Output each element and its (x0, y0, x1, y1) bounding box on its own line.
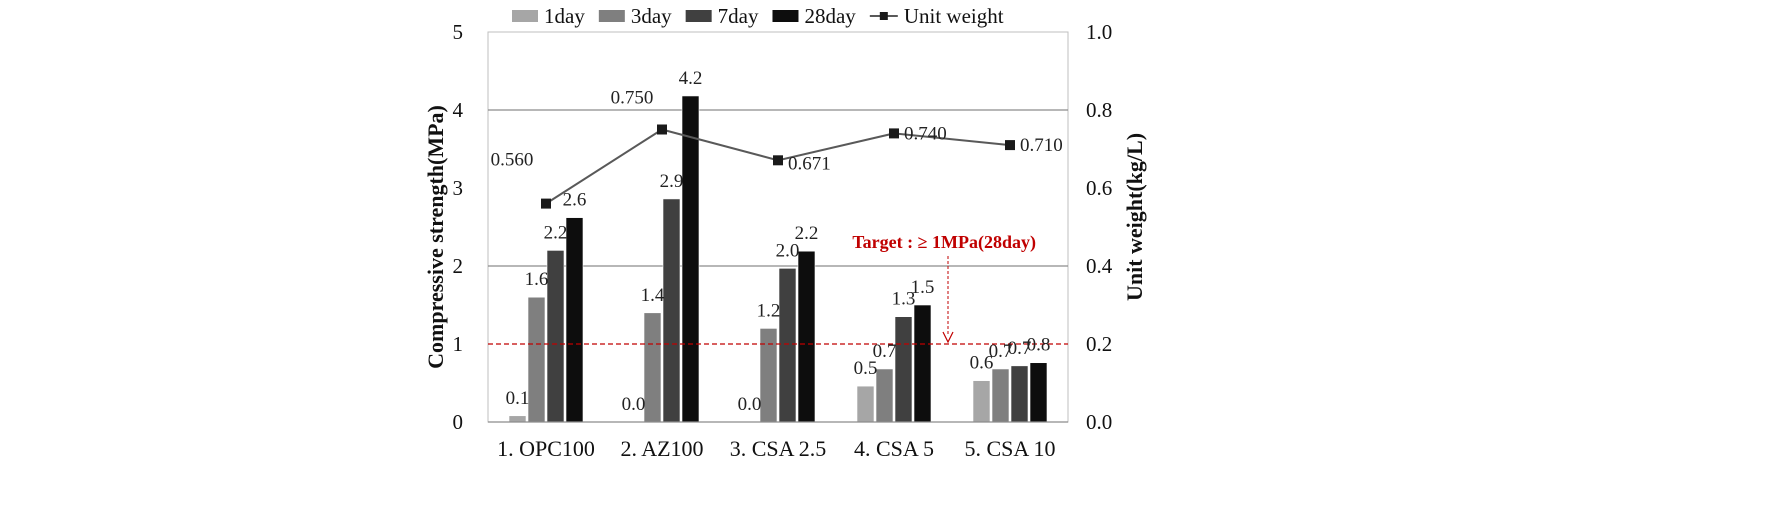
unit-weight-label: 0.710 (1020, 135, 1063, 156)
bar-7day-2 (778, 268, 797, 423)
legend-label-3day: 3day (631, 4, 672, 28)
bar-3day-4 (991, 368, 1010, 423)
bar-28day-4 (1029, 362, 1048, 423)
bar-label-1day: 0.1 (506, 388, 530, 409)
bar-label-28day: 2.2 (795, 223, 819, 244)
x-category-label: 4. CSA 5 (854, 436, 934, 461)
bar-1day-0 (508, 415, 527, 423)
legend-swatch-7day (685, 10, 712, 22)
unit-weight-label: 0.560 (491, 150, 534, 171)
unit-weight-marker-3 (889, 128, 899, 139)
y-tick-label: 3 (453, 176, 464, 200)
bar-label-3day: 1.4 (641, 285, 665, 306)
bar-label-3day: 0.7 (989, 341, 1013, 362)
bar-label-3day: 1.2 (757, 300, 781, 321)
legend-swatch-28day (772, 10, 799, 22)
bar-label-7day: 2.0 (776, 240, 800, 261)
y-tick-label: 5 (453, 20, 464, 44)
bar-3day-2 (759, 328, 778, 423)
legend-label-unit-weight: Unit weight (904, 4, 1004, 28)
labels-layer: 0.1 0.0 0.00.5 0.61.61.41.20.7 0.72.22.92.01… (491, 68, 1063, 415)
x-category-label: 5. CSA 10 (964, 436, 1055, 461)
y2-axis-title: Unit weight(kg/L) (1122, 133, 1147, 301)
bar-7day-4 (1010, 365, 1029, 423)
target-annotation: Target : ≥ 1MPa(28day) (852, 232, 1036, 253)
y-tick-label: 1 (453, 332, 464, 356)
y-tick-label: 0 (453, 410, 464, 434)
y-axis-title: Compressive strength(MPa) (423, 105, 448, 369)
axes-layer: 0 1 2 3 4 5 0.0 0.2 0.4 0.6 0.8 1.0 1. OPC100 2. AZ10… (423, 20, 1147, 461)
y2-tick-label: 0.8 (1086, 98, 1112, 122)
bar-label-1day: 0.5 (854, 358, 878, 379)
y2-tick-label: 0.4 (1086, 254, 1113, 278)
bars-layer (508, 95, 1048, 423)
bar-3day-0 (527, 296, 546, 423)
bar-3day-1 (643, 312, 662, 423)
target-arrow-head (942, 331, 954, 344)
unit-weight-label: 0.740 (904, 123, 947, 144)
bar-3day-3 (875, 368, 894, 423)
unit-weight-marker-2 (773, 155, 783, 166)
legend-swatch-1day (512, 10, 538, 22)
legend-swatch-3day (598, 10, 625, 22)
bar-label-7day: 2.9 (660, 171, 684, 192)
bar-label-1day: 0.0 (738, 394, 762, 415)
legend-marker-unit-weight (879, 12, 888, 20)
bar-label-28day: 0.8 (1027, 335, 1051, 356)
bar-1day-3 (856, 385, 875, 423)
bar-label-1day: 0.0 (622, 394, 646, 415)
unit-weight-marker-4 (1005, 140, 1015, 151)
y2-tick-label: 0.2 (1086, 332, 1112, 356)
legend-layer: 1day 3day 7day 28day Unit weight (512, 4, 1004, 28)
target-layer: Target : ≥ 1MPa(28day) (488, 232, 1068, 345)
y-tick-label: 2 (453, 254, 464, 278)
bar-28day-3 (913, 304, 932, 423)
legend-label-7day: 7day (718, 4, 759, 28)
legend-label-28day: 28day (804, 4, 856, 28)
bar-7day-3 (894, 316, 913, 423)
bar-label-28day: 2.6 (563, 190, 587, 211)
unit-weight-label: 0.750 (611, 88, 654, 109)
x-category-label: 3. CSA 2.5 (730, 436, 827, 461)
bar-7day-1 (662, 198, 681, 423)
bar-label-3day: 0.7 (873, 341, 897, 362)
bar-label-28day: 4.2 (679, 68, 703, 89)
bar-1day-4 (972, 380, 991, 423)
bar-28day-0 (565, 217, 584, 423)
x-category-label: 1. OPC100 (497, 436, 595, 461)
bar-7day-0 (546, 250, 565, 423)
bar-label-28day: 1.5 (911, 277, 935, 298)
y2-tick-label: 0.6 (1086, 176, 1112, 200)
bar-label-7day: 0.7 (1008, 338, 1032, 359)
bar-28day-1 (681, 95, 700, 423)
x-category-label: 2. AZ100 (620, 436, 703, 461)
y2-tick-label: 1.0 (1086, 20, 1112, 44)
unit-weight-marker-1 (657, 124, 667, 135)
legend-label-1day: 1day (544, 4, 585, 28)
bar-label-1day: 0.6 (970, 353, 994, 374)
y-tick-label: 4 (453, 98, 464, 122)
unit-weight-label: 0.671 (788, 153, 831, 174)
unit-weight-marker-0 (541, 198, 551, 209)
bar-label-7day: 2.2 (544, 222, 568, 243)
bar-label-3day: 1.6 (525, 269, 549, 290)
y2-tick-label: 0.0 (1086, 410, 1112, 434)
bar-28day-2 (797, 250, 816, 423)
line-layer (541, 124, 1015, 209)
bar-label-7day: 1.3 (892, 289, 916, 310)
